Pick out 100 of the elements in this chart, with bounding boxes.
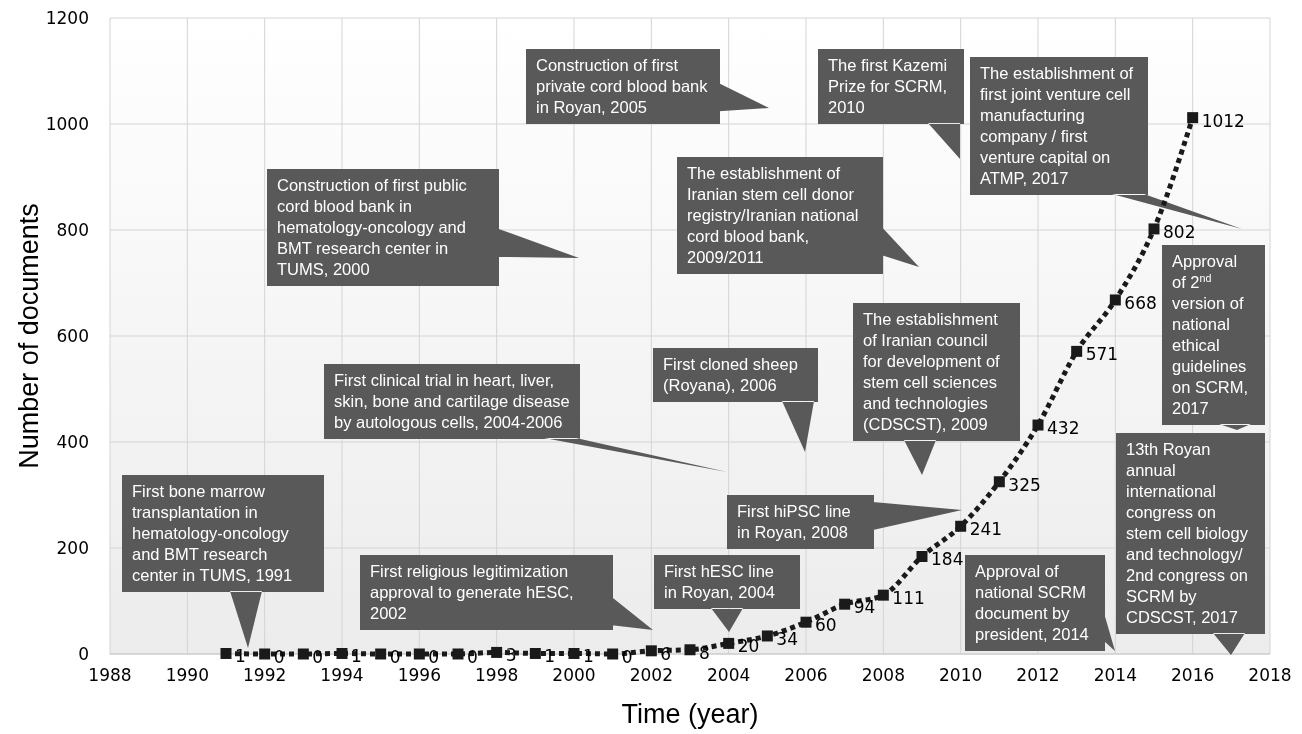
point bbox=[684, 644, 696, 656]
y-tick-label: 600 bbox=[56, 326, 89, 346]
data-label: 571 bbox=[1085, 344, 1119, 365]
data-label: 0 bbox=[467, 647, 478, 667]
y-tick-label: 0 bbox=[78, 644, 89, 664]
annotation: Construction of first public cord blood bank in hematology-oncology and BMT research center in TUMS, 2000 bbox=[277, 176, 467, 278]
x-tick-label: 1998 bbox=[475, 665, 519, 685]
data-label: 60 bbox=[815, 615, 837, 636]
data-label: 0 bbox=[273, 647, 285, 667]
point bbox=[491, 646, 503, 658]
data-label: 0 bbox=[428, 647, 440, 667]
data-label: 241 bbox=[969, 519, 1003, 540]
point bbox=[1148, 223, 1160, 235]
x-tick-label: 2012 bbox=[1016, 665, 1060, 685]
speech-callout: First hESC line in Royan, 2004 bbox=[654, 555, 800, 632]
annotation: First clinical trial in heart, liver, skin, bone and cartilage disease by autologous cells, 2004-2006 bbox=[334, 371, 570, 431]
annotation: The first Kazemi Prize for SCRM, 2010 bbox=[828, 56, 948, 116]
point bbox=[955, 520, 967, 532]
annotation: The establishment of first joint venture cell manufacturing company / first venture capital on ATMP, 2017 bbox=[980, 64, 1134, 187]
x-tick-label: 2018 bbox=[1248, 665, 1292, 685]
y-tick-label: 400 bbox=[56, 432, 89, 452]
annotation: Approval of national SCRM document by president, 2014 bbox=[975, 562, 1089, 643]
point bbox=[607, 648, 619, 660]
data-label: 1012 bbox=[1201, 110, 1245, 131]
data-label: 432 bbox=[1047, 418, 1080, 439]
data-label: 802 bbox=[1163, 221, 1196, 242]
x-tick-label: 1990 bbox=[165, 665, 209, 685]
annotation: The establishment of Iranian stem cell donor registry/Iranian national cord blood bank, 2009/2011 bbox=[687, 164, 859, 266]
point bbox=[375, 648, 387, 660]
annotation: Construction of first private cord blood bank in Royan, 2005 bbox=[536, 56, 709, 116]
point bbox=[993, 476, 1005, 488]
speech-callout: Approval of 2$^{nd}$ version of national ethical guidelines on SCRM, 2017 bbox=[1162, 245, 1265, 430]
speech-callout: First religious legitimization approval to generate hESC, 2002 bbox=[360, 555, 653, 630]
point bbox=[761, 630, 773, 642]
speech-callout: First bone marrow transplantation in hematology-oncology and BMT research center in TUMS, 1991 bbox=[122, 475, 324, 648]
point bbox=[723, 637, 735, 649]
data-label: 8 bbox=[699, 642, 710, 663]
x-axis-title: Time (year) bbox=[621, 699, 759, 729]
point bbox=[1071, 345, 1083, 357]
data-label: 0 bbox=[621, 647, 633, 667]
data-label: 668 bbox=[1124, 292, 1157, 313]
data-label: 6 bbox=[660, 643, 672, 664]
x-tick-label: 2006 bbox=[784, 665, 828, 685]
data-label: 111 bbox=[892, 588, 925, 609]
data-label: 1 bbox=[235, 646, 246, 667]
point bbox=[220, 647, 232, 659]
x-tick-label: 2008 bbox=[861, 665, 905, 685]
data-label: 0 bbox=[389, 647, 401, 667]
speech-callout: First cloned sheep (Royana), 2006 bbox=[653, 348, 818, 452]
point bbox=[800, 616, 812, 628]
data-label: 1 bbox=[544, 646, 556, 667]
point bbox=[452, 648, 464, 660]
speech-callout: The first Kazemi Prize for SCRM, 2010 bbox=[818, 49, 964, 159]
point bbox=[877, 589, 889, 601]
annotation: First religious legitimization approval to generate hESC, 2002 bbox=[370, 562, 574, 622]
x-tick-label: 1994 bbox=[320, 665, 364, 685]
x-tick-label: 2014 bbox=[1093, 665, 1137, 685]
annotation: First bone marrow transplantation in hematology-oncology and BMT research center in TUMS, 1991 bbox=[132, 482, 293, 584]
point bbox=[336, 647, 348, 659]
point bbox=[259, 648, 271, 660]
speech-callout: 13th Royan annual international congress on stem cell biology and technology/ 2nd congress on SCRM by CDSCST, 2017 bbox=[1116, 433, 1265, 655]
point bbox=[297, 648, 309, 660]
data-label: 325 bbox=[1008, 474, 1041, 495]
x-tick-label: 2004 bbox=[707, 665, 751, 685]
point bbox=[529, 647, 541, 659]
point bbox=[568, 647, 580, 659]
point bbox=[1032, 419, 1044, 431]
speech-callout: The establishment of Iranian council for development of stem cell sciences and technologies (CDSCST), 2009 bbox=[853, 303, 1020, 475]
y-tick-label: 200 bbox=[56, 538, 89, 558]
data-label: 1 bbox=[351, 646, 362, 667]
speech-callout: The establishment of Iranian stem cell donor registry/Iranian national cord blood bank, 2009/2011 bbox=[677, 157, 919, 274]
data-label: 94 bbox=[853, 597, 876, 618]
point bbox=[839, 598, 851, 610]
point bbox=[413, 648, 425, 660]
y-tick-label: 1000 bbox=[45, 114, 89, 134]
x-tick-label: 1992 bbox=[243, 665, 287, 685]
x-tick-label: 2002 bbox=[629, 665, 673, 685]
data-label: 3 bbox=[505, 645, 517, 666]
annotation: First hESC line in Royan, 2004 bbox=[664, 562, 775, 601]
annotation: First hiPSC line in Royan, 2008 bbox=[737, 502, 851, 541]
speech-callout: Approval of national SCRM document by president, 2014 bbox=[965, 555, 1115, 651]
x-tick-label: 2000 bbox=[552, 665, 596, 685]
y-tick-label: 1200 bbox=[45, 8, 89, 28]
x-tick-label: 1988 bbox=[88, 665, 132, 685]
annotation: The establishment of Iranian council for development of stem cell sciences and technologies (CDSCST), 2009 bbox=[863, 310, 1001, 433]
x-tick-label: 2016 bbox=[1171, 665, 1215, 685]
x-tick-label: 1996 bbox=[397, 665, 441, 685]
y-tick-label: 800 bbox=[56, 220, 89, 240]
speech-callout: First hiPSC line in Royan, 2008 bbox=[727, 495, 962, 549]
data-label: 184 bbox=[931, 549, 964, 570]
x-tick-label: 2010 bbox=[939, 665, 983, 685]
data-label: 20 bbox=[737, 636, 760, 657]
data-label: 0 bbox=[312, 647, 324, 667]
point bbox=[645, 645, 657, 657]
y-axis-title: Number of documents bbox=[14, 203, 44, 469]
point bbox=[1187, 112, 1199, 124]
speech-callout: Construction of first public cord blood bank in hematology-oncology and BMT research center in TUMS, 2000 bbox=[267, 169, 579, 286]
speech-callout: Construction of first private cord blood bank in Royan, 2005 bbox=[526, 49, 769, 124]
point bbox=[916, 550, 928, 562]
annotation: First cloned sheep (Royana), 2006 bbox=[663, 355, 798, 394]
